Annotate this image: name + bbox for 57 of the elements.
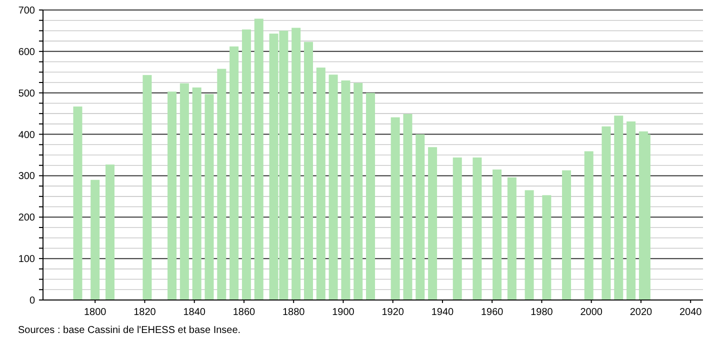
bar [168, 92, 177, 300]
bar [416, 134, 425, 300]
bar [562, 170, 572, 300]
bar [524, 190, 534, 300]
bar [105, 164, 114, 300]
x-tick-label: 1800 [84, 307, 107, 318]
bar [542, 195, 552, 300]
bar [472, 157, 482, 300]
bar [626, 121, 636, 300]
bar [403, 114, 412, 300]
y-tick-label: 300 [18, 171, 36, 182]
bar [452, 157, 462, 300]
y-tick-label: 0 [29, 296, 36, 306]
bar [492, 170, 502, 300]
bar [316, 68, 326, 300]
bar [390, 117, 400, 300]
bar [638, 131, 648, 300]
x-tick-label: 2000 [580, 307, 603, 318]
bar [614, 116, 624, 300]
bar [584, 151, 594, 300]
x-tick-label: 2020 [630, 307, 653, 318]
bar [204, 94, 214, 300]
bar [428, 147, 438, 300]
y-tick-label: 600 [18, 46, 36, 58]
x-tick-label: 1960 [480, 307, 504, 318]
x-tick-label: 1860 [232, 307, 256, 318]
bar [192, 87, 202, 300]
bar [366, 92, 376, 300]
bar [354, 82, 363, 300]
y-tick-label: 100 [18, 254, 36, 266]
y-tick-label: 200 [18, 212, 36, 224]
x-tick-label: 1880 [282, 307, 306, 318]
source-note: Sources : base Cassini de l'EHESS et base Insee. [18, 325, 241, 336]
bar [230, 46, 239, 300]
x-tick-label: 1980 [530, 307, 554, 318]
bar [90, 180, 100, 300]
y-tick-label: 700 [18, 6, 36, 16]
bar [328, 74, 338, 300]
bar [602, 126, 611, 300]
y-tick-label: 400 [18, 130, 36, 141]
bar [242, 29, 251, 300]
x-tick-label: 1820 [134, 307, 156, 318]
bar [217, 68, 226, 300]
bar [142, 75, 152, 300]
x-tick-label: 1920 [382, 307, 404, 318]
bar [254, 18, 264, 300]
bar [507, 177, 516, 300]
x-tick-label: 1840 [183, 307, 206, 318]
bar [341, 80, 350, 300]
x-tick-label: 2040 [679, 307, 702, 318]
bar [304, 42, 313, 300]
bar [73, 106, 82, 300]
x-tick-label: 1900 [332, 307, 355, 318]
x-tick-label: 1940 [431, 307, 454, 318]
y-tick-label: 500 [18, 88, 36, 100]
bar [292, 28, 301, 300]
bar [180, 83, 189, 300]
